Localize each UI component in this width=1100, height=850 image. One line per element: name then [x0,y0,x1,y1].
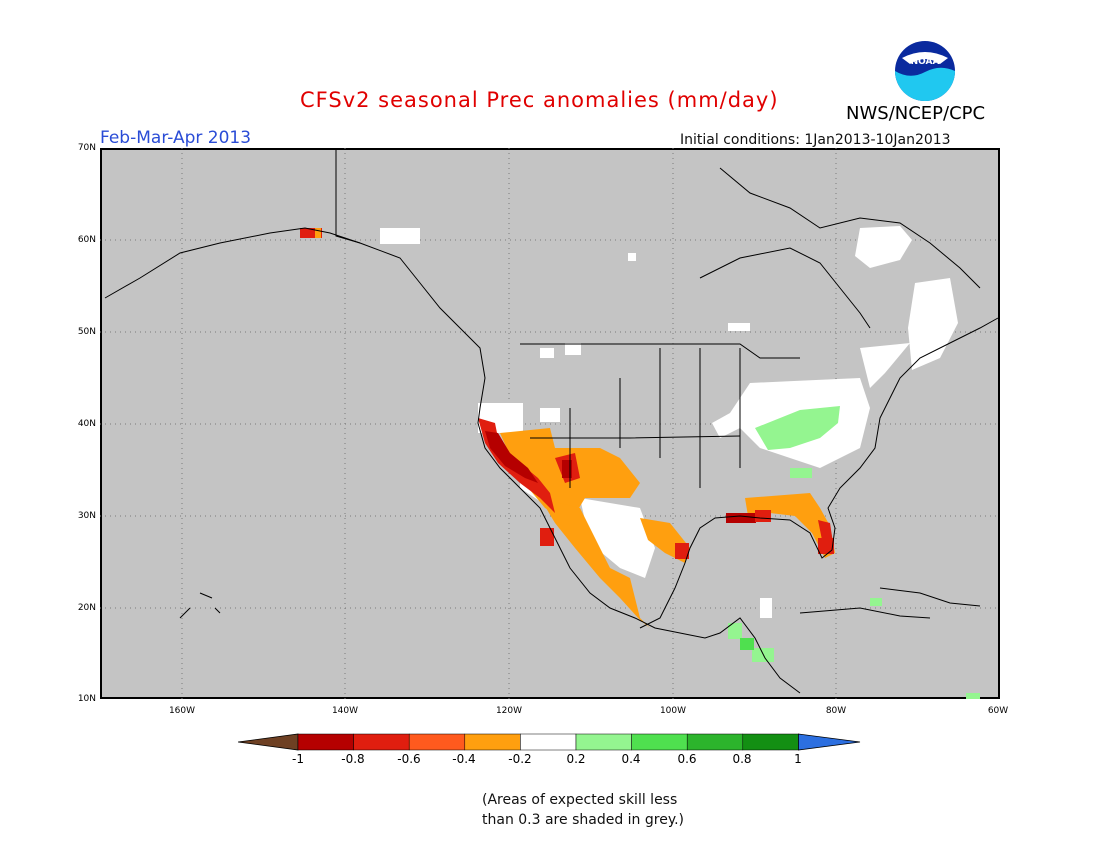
colorbar [238,733,861,751]
colorbar-label: 0.6 [677,752,697,766]
lon-label: 60W [987,706,1009,716]
colorbar-label: 0.8 [732,752,752,766]
initial-conditions-label: Initial conditions: 1Jan2013-10Jan2013 [680,132,951,148]
skill-note-line1: (Areas of expected skill less [482,792,678,808]
colorbar-segment [464,733,521,751]
colorbar-label: -0.4 [452,752,476,766]
colorbar-segment [297,733,354,751]
noaa-logo-text: NOAA [911,57,940,67]
lat-label: 20N [77,603,96,613]
colorbar-label: -0.8 [341,752,365,766]
lat-label: 60N [77,235,96,245]
lat-label: 70N [77,143,96,153]
colorbar-segment [575,733,632,751]
colorbar-label: -1 [292,752,304,766]
lat-label: 40N [77,419,96,429]
coastlines [104,148,999,694]
colorbar-label: 0.2 [566,752,586,766]
lon-label: 160W [168,706,196,716]
colorbar-label: -0.6 [397,752,421,766]
period-label: Feb-Mar-Apr 2013 [100,128,252,148]
colorbar-lower-arrow [238,733,299,751]
colorbar-segment [742,733,799,751]
colorbar-segment [353,733,410,751]
lat-label: 50N [77,327,96,337]
colorbar-label: -0.2 [508,752,532,766]
lon-label: 140W [331,706,359,716]
colorbar-segment [408,733,466,751]
colorbar-segment [631,733,688,751]
map-canvas [100,148,1000,699]
lon-label: 120W [495,706,523,716]
colorbar-label: 1 [794,752,802,766]
lon-label: 80W [825,706,847,716]
skill-note-line2: than 0.3 are shaded in grey.) [482,812,685,828]
anomaly-shading [300,226,980,699]
colorbar-label: 0.4 [621,752,641,766]
lon-label: 100W [659,706,687,716]
lat-label: 30N [77,511,96,521]
noaa-logo: NOAA [895,41,955,101]
agency-label: NWS/NCEP/CPC [846,103,986,124]
colorbar-upper-arrow [798,733,861,751]
colorbar-segment [686,733,744,751]
lat-label: 10N [77,694,96,704]
chart-title: CFSv2 seasonal Prec anomalies (mm/day) [300,88,779,112]
colorbar-segment [520,733,577,751]
